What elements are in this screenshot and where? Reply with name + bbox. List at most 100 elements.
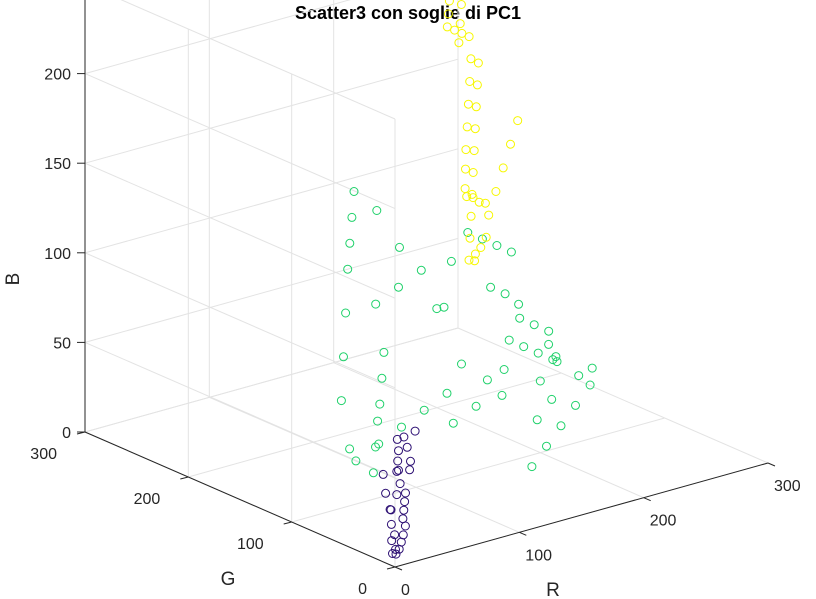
x-tick-mark	[643, 497, 651, 502]
y-tick-mark	[386, 566, 396, 570]
grid-line	[120, 0, 396, 120]
data-point	[371, 299, 381, 309]
data-point	[585, 380, 595, 390]
data-point	[481, 232, 491, 242]
data-point	[476, 243, 486, 252]
data-point	[336, 396, 346, 406]
data-point	[381, 488, 391, 498]
z-tick-label: 50	[53, 335, 71, 352]
z-tick-label: 150	[44, 156, 71, 173]
data-point	[406, 456, 415, 466]
data-point	[535, 376, 545, 386]
y-tick-label: 300	[30, 446, 57, 463]
y-tick-mark	[283, 521, 292, 525]
data-point	[471, 401, 481, 411]
data-point	[387, 536, 397, 546]
y-tick-label: 200	[134, 491, 161, 508]
data-point	[506, 139, 515, 149]
data-point	[460, 184, 470, 194]
x-tick-mark	[767, 462, 776, 467]
x-tick-mark	[519, 531, 527, 536]
axis-layer	[84, 0, 769, 568]
data-point	[448, 418, 458, 428]
data-point	[470, 124, 480, 134]
data-point	[394, 465, 403, 475]
data-point	[395, 242, 404, 252]
data-point	[552, 357, 562, 367]
data-point	[574, 371, 584, 381]
data-point	[416, 265, 426, 275]
data-point	[398, 514, 408, 524]
data-point	[390, 530, 400, 540]
data-point	[419, 405, 429, 415]
grid-line	[457, 327, 769, 464]
x-tick-label: 100	[525, 547, 552, 564]
grid-line	[84, 58, 459, 164]
data-point	[374, 439, 384, 449]
data-point	[457, 359, 466, 369]
y-axis-label: G	[221, 569, 236, 590]
data-point	[446, 256, 456, 266]
data-point	[515, 313, 525, 323]
data-point	[339, 352, 348, 362]
z-tick-label: 200	[44, 67, 71, 84]
data-point	[462, 192, 472, 202]
grid-line	[84, 237, 459, 343]
data-point	[529, 320, 539, 330]
data-point	[444, 0, 454, 6]
data-point	[371, 442, 380, 452]
grid-line	[291, 417, 665, 523]
data-point	[450, 25, 460, 35]
y-tick-mark	[180, 476, 189, 480]
data-point	[472, 80, 482, 90]
z-axis-label: B	[3, 273, 24, 286]
data-point	[377, 373, 387, 383]
data-point	[513, 116, 523, 126]
data-point	[482, 375, 492, 385]
data-point	[498, 163, 508, 173]
data-point	[470, 256, 480, 266]
data-point	[442, 388, 452, 398]
data-point	[514, 299, 524, 309]
data-point	[473, 58, 483, 68]
data-point	[499, 365, 509, 374]
data-point	[556, 421, 566, 431]
data-point	[402, 442, 412, 452]
data-point	[486, 282, 496, 292]
data-point	[373, 416, 383, 426]
data-point	[506, 247, 516, 257]
data-point	[341, 308, 351, 318]
x-tick-label: 0	[401, 582, 410, 599]
data-point	[464, 32, 474, 42]
data-point	[469, 146, 479, 156]
data-point	[343, 264, 353, 274]
data-point	[379, 347, 389, 357]
grid-line	[333, 362, 644, 499]
data-point	[466, 54, 476, 64]
data-point	[547, 394, 557, 404]
data-point	[461, 164, 470, 174]
x-tick-mark	[394, 566, 403, 571]
points-layer	[336, 0, 597, 559]
data-point	[480, 198, 490, 208]
data-point	[484, 210, 494, 220]
z-tick-label: 0	[62, 425, 71, 442]
data-point	[439, 302, 449, 312]
data-point	[394, 282, 403, 292]
data-point	[410, 426, 420, 436]
y-tick-label: 100	[237, 536, 264, 553]
data-point	[492, 241, 502, 250]
x-axis-line	[394, 462, 769, 568]
data-point	[462, 122, 472, 132]
grid-line	[188, 372, 562, 478]
grid-line	[84, 0, 351, 75]
data-point	[455, 19, 465, 29]
data-point	[465, 77, 475, 86]
data-point	[463, 99, 473, 109]
x-axis-label: R	[546, 580, 560, 599]
grid-line	[84, 148, 459, 254]
data-point	[587, 363, 597, 373]
data-point	[378, 469, 388, 479]
chart-title: Scatter3 con soglie di PC1	[295, 3, 521, 23]
